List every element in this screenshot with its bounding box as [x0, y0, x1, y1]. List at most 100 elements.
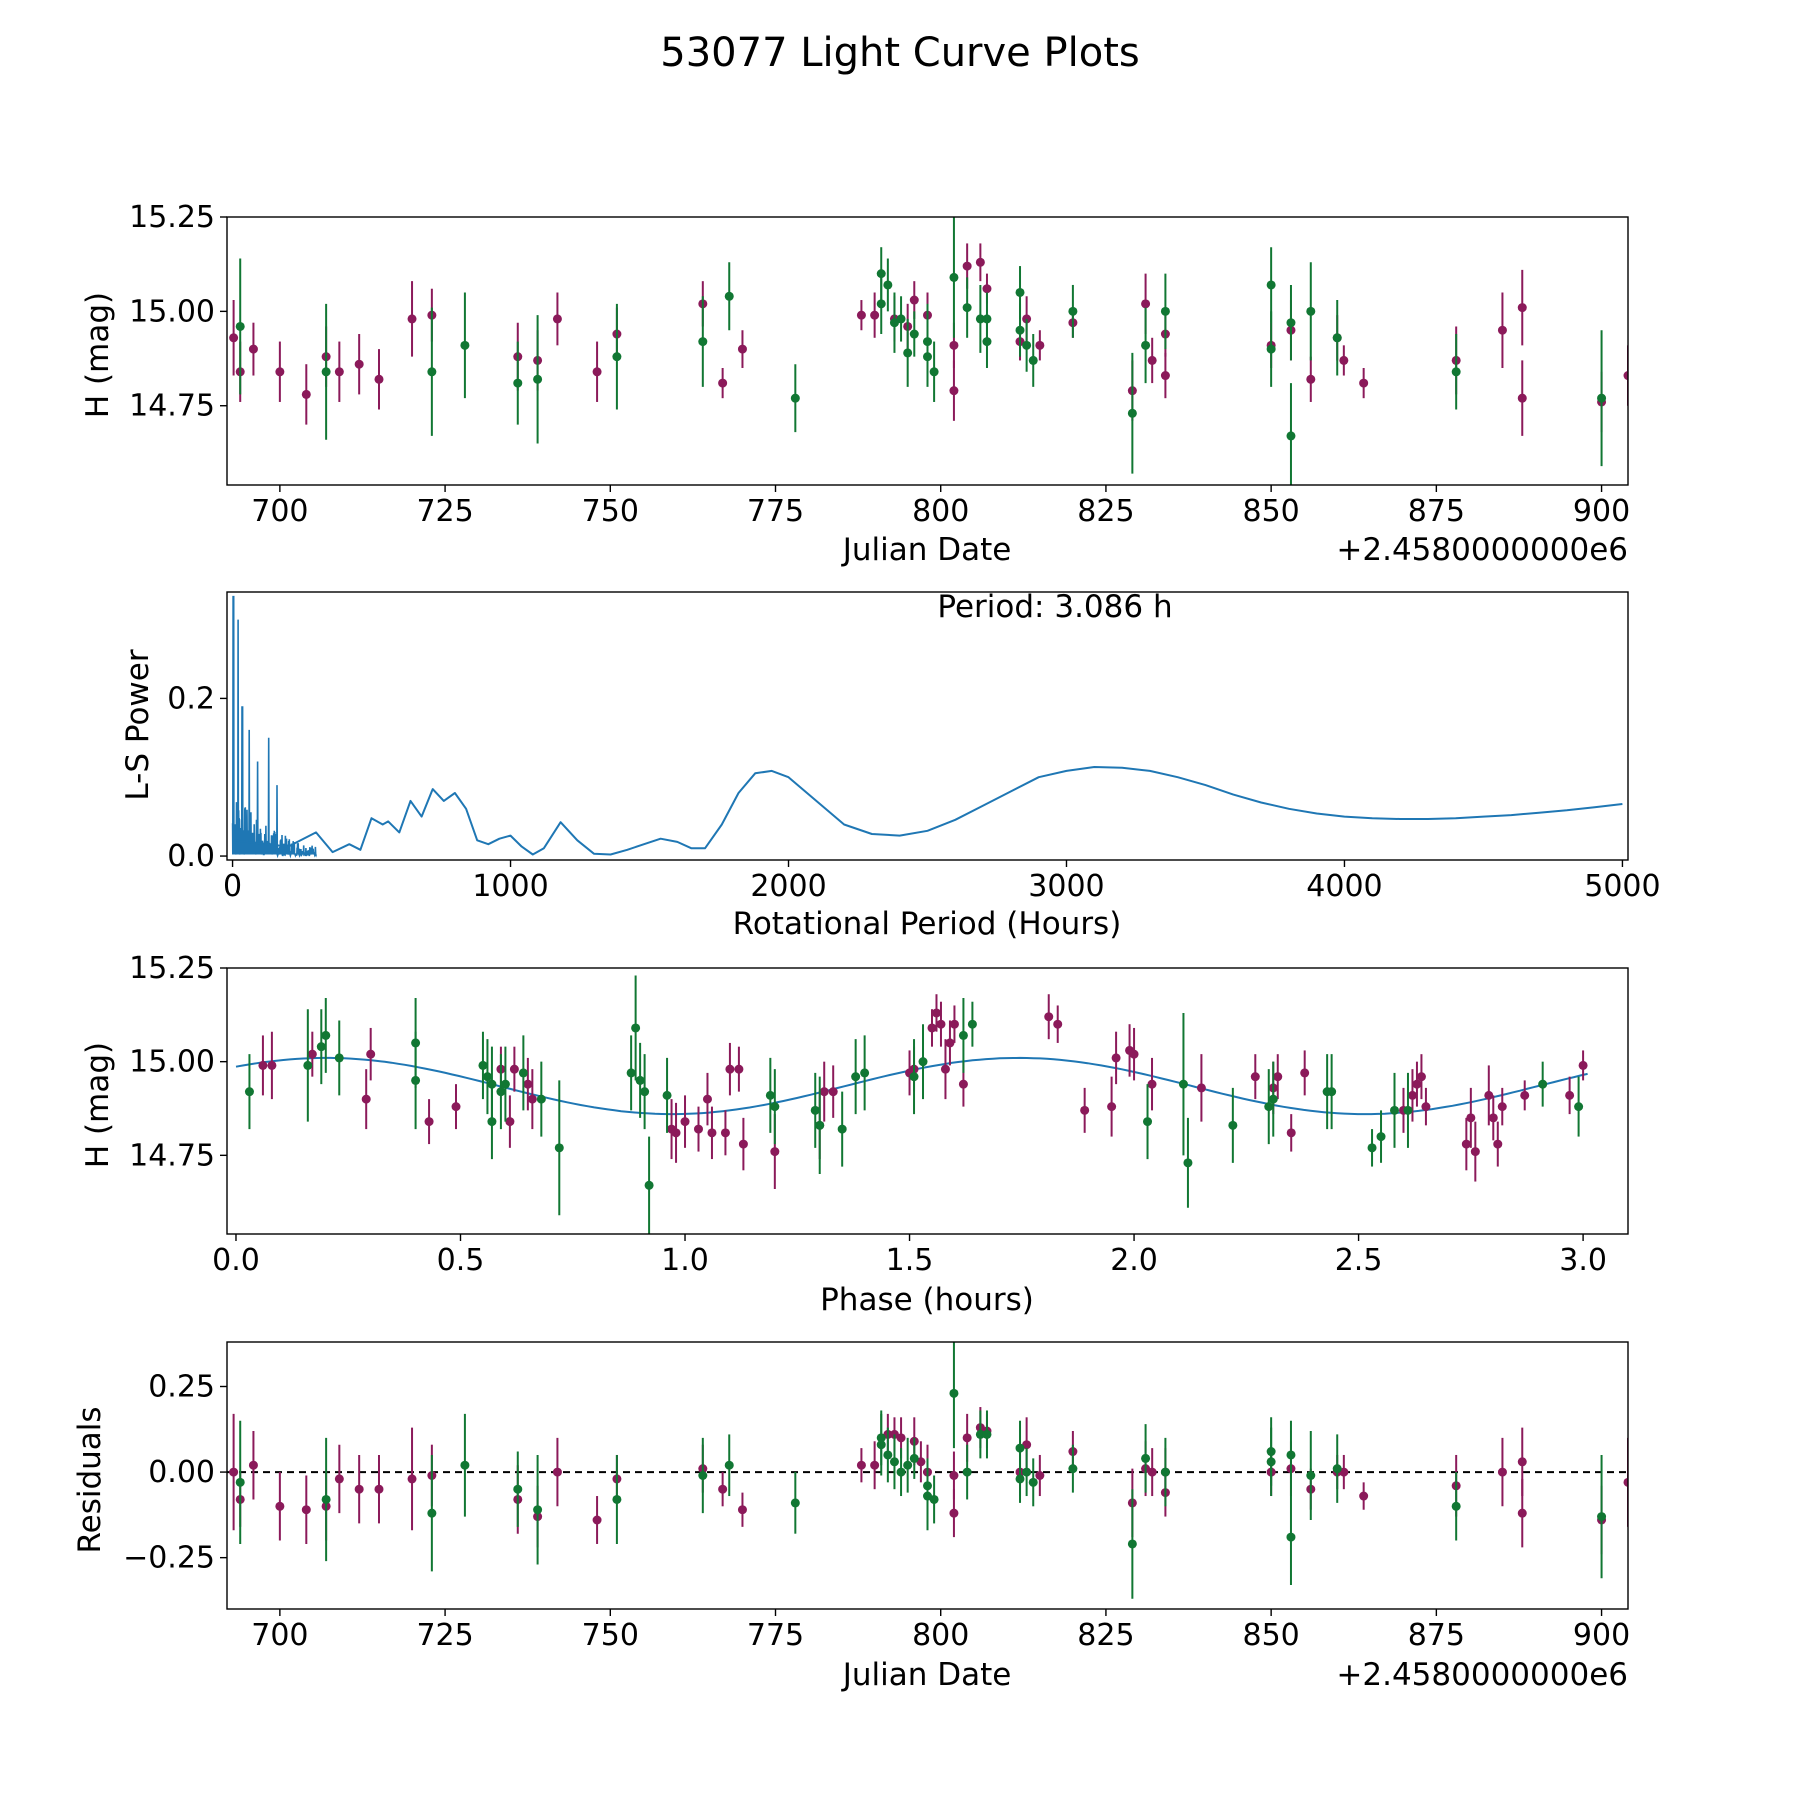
data-point — [1015, 1443, 1025, 1453]
lightcurve-offset-label: +2.4580000000e6 — [1336, 532, 1628, 568]
data-point — [738, 1139, 748, 1149]
lightcurve-ylabel: H (mag) — [80, 292, 116, 418]
data-point — [1421, 1102, 1431, 1112]
data-point — [1160, 1467, 1170, 1477]
data-point — [1266, 344, 1276, 354]
data-point — [815, 1120, 825, 1130]
data-point — [1517, 393, 1527, 403]
data-point — [1080, 1105, 1090, 1115]
data-point — [1488, 1113, 1498, 1123]
data-point — [321, 1030, 331, 1040]
data-point — [1147, 355, 1157, 365]
data-point — [962, 1433, 972, 1443]
data-point — [248, 344, 258, 354]
data-point — [374, 1484, 384, 1494]
data-point — [982, 284, 992, 294]
data-point — [1107, 1102, 1117, 1112]
data-point — [1403, 1105, 1413, 1115]
data-point — [1306, 1471, 1316, 1480]
data-point — [851, 1072, 861, 1082]
data-point — [301, 389, 311, 399]
data-point — [1266, 1457, 1276, 1467]
data-point — [407, 314, 417, 324]
data-point — [903, 1460, 913, 1470]
periodogram-plot-area — [231, 595, 1623, 859]
data-point — [1497, 1467, 1507, 1477]
phased-xtick-label: 0.0 — [212, 1243, 260, 1278]
figure-title: 53077 Light Curve Plots — [660, 30, 1139, 76]
data-point — [527, 1094, 537, 1104]
data-point — [1286, 318, 1296, 328]
residuals-ytick-label: 0.25 — [148, 1370, 215, 1405]
data-point — [482, 1072, 492, 1082]
phased-series-series_b — [244, 975, 1584, 1234]
periodogram-ytick-label: 0.0 — [167, 839, 215, 874]
periodogram-ylabel: L-S Power — [120, 649, 156, 800]
data-point — [724, 1460, 734, 1470]
data-point — [1127, 408, 1137, 418]
data-point — [698, 337, 708, 347]
data-point — [533, 1505, 543, 1515]
data-point — [1035, 1471, 1045, 1480]
phased-ylabel: H (mag) — [80, 1042, 116, 1168]
data-point — [1623, 371, 1628, 381]
phased-plot-area — [235, 975, 1588, 1234]
data-point — [307, 1049, 317, 1059]
data-point — [478, 1060, 488, 1070]
data-point — [301, 1505, 311, 1515]
data-point — [936, 1019, 946, 1029]
data-point — [790, 393, 800, 403]
phased-xtick-label: 1.5 — [886, 1243, 934, 1278]
residuals-xtick-label: 775 — [747, 1618, 804, 1653]
data-point — [1332, 333, 1342, 343]
data-point — [1286, 1128, 1296, 1138]
data-point — [734, 1064, 744, 1074]
data-point — [962, 303, 972, 313]
data-point — [707, 1128, 717, 1138]
lightcurve-ytick-label: 15.25 — [129, 200, 215, 235]
data-point — [523, 1079, 533, 1089]
data-point — [923, 352, 932, 362]
lightcurve-xtick-label: 800 — [912, 494, 969, 529]
periodogram-xtick-label: 4000 — [1306, 869, 1382, 904]
data-point — [949, 272, 959, 282]
data-point — [631, 1023, 641, 1033]
data-point — [870, 1460, 880, 1470]
data-point — [718, 378, 728, 388]
periodogram-xtick-label: 1000 — [472, 869, 548, 904]
data-point — [1015, 325, 1025, 335]
data-point — [1306, 306, 1316, 316]
periodogram-curve — [232, 766, 1623, 856]
data-point — [909, 1453, 919, 1463]
data-point — [1160, 371, 1170, 381]
phased-ytick-label: 14.75 — [129, 1138, 215, 1173]
data-point — [958, 1030, 968, 1040]
data-point — [949, 1019, 959, 1029]
data-point — [1466, 1113, 1476, 1123]
data-point — [267, 1060, 277, 1070]
residuals-plot-area — [227, 1342, 1628, 1599]
data-point — [1412, 1079, 1422, 1089]
data-point — [1286, 1450, 1296, 1460]
data-point — [1022, 1467, 1032, 1477]
data-point — [1022, 340, 1032, 350]
data-point — [513, 1484, 523, 1494]
data-point — [982, 337, 992, 347]
data-point — [876, 299, 886, 309]
data-point — [909, 295, 919, 305]
data-point — [1015, 1474, 1025, 1484]
data-point — [518, 1068, 528, 1078]
data-point — [1266, 280, 1276, 290]
data-point — [316, 1042, 326, 1052]
data-point — [693, 1124, 703, 1134]
data-point — [1359, 378, 1369, 388]
residuals-ylabel: Residuals — [72, 1406, 108, 1553]
data-point — [945, 1038, 955, 1048]
data-point — [1367, 1143, 1377, 1153]
data-point — [949, 1388, 959, 1398]
residuals-xtick-label: 850 — [1243, 1618, 1300, 1653]
data-point — [1306, 374, 1316, 384]
data-point — [896, 1467, 906, 1477]
data-point — [1035, 340, 1045, 350]
data-point — [1327, 1087, 1337, 1097]
